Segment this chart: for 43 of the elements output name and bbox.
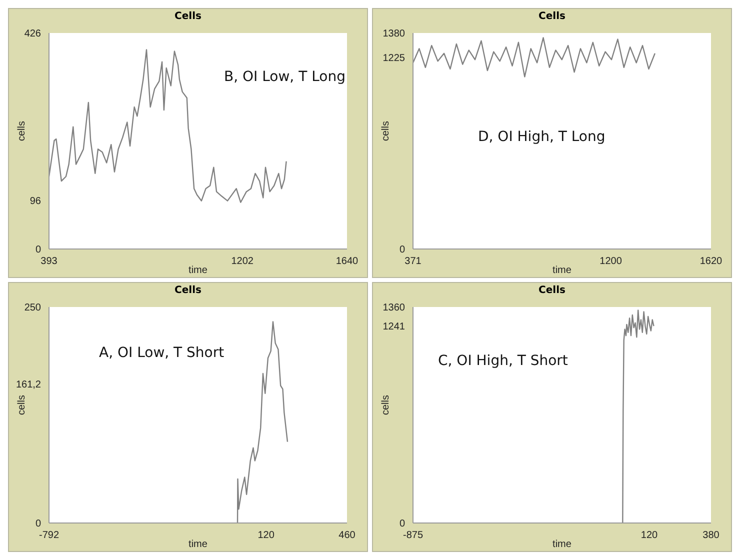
y-tick-label: 0	[399, 518, 406, 530]
y-tick-label: 1241	[382, 321, 406, 332]
y-tick-label: 426	[24, 28, 42, 40]
y-tick-label: 161,2	[16, 379, 42, 390]
chart-title: Cells	[538, 10, 566, 24]
annotation: A, OI Low, T Short	[99, 345, 224, 361]
chart-title: Cells	[174, 10, 202, 24]
x-tick-label: 1200	[600, 256, 622, 268]
y-tick-label: 250	[24, 302, 42, 314]
x-axis-title: time	[188, 539, 208, 550]
x-tick-label: 120	[258, 530, 275, 542]
y-axis-title: cells	[16, 394, 28, 415]
x-axis-title: time	[552, 539, 572, 550]
y-tick-label: 0	[35, 518, 42, 530]
annotation: D, OI High, T Long	[478, 129, 606, 145]
y-axis-title: cells	[380, 394, 392, 415]
y-axis-title: cells	[380, 120, 392, 141]
y-tick-label: 1225	[382, 52, 406, 64]
x-axis-title: time	[188, 265, 208, 276]
y-tick-label: 1360	[382, 302, 406, 314]
chart-title: Cells	[174, 284, 202, 298]
x-tick-label: 460	[338, 530, 356, 542]
chart-title: Cells	[538, 284, 566, 298]
x-tick-label: 120	[640, 530, 658, 542]
annotation: C, OI High, T Short	[438, 353, 568, 369]
y-tick-label: 0	[399, 244, 406, 256]
line-series	[622, 310, 654, 523]
y-axis-title: cells	[16, 120, 28, 141]
x-tick-label: 393	[40, 256, 58, 268]
y-tick-label: 0	[35, 244, 42, 256]
line-series	[236, 321, 288, 523]
x-tick-label: 1202	[231, 256, 254, 268]
annotation: B, OI Low, T Long	[224, 69, 346, 85]
y-tick-label: 1380	[382, 28, 406, 40]
x-tick-label: -792	[38, 530, 60, 542]
line-series	[413, 37, 656, 78]
x-tick-label: 371	[404, 256, 422, 268]
x-tick-label: 1620	[700, 256, 723, 268]
x-tick-label: -875	[402, 530, 424, 542]
y-tick-label: 96	[30, 196, 42, 207]
x-axis-title: time	[552, 265, 572, 276]
x-tick-label: 1640	[336, 256, 359, 268]
x-tick-label: 380	[702, 530, 720, 542]
